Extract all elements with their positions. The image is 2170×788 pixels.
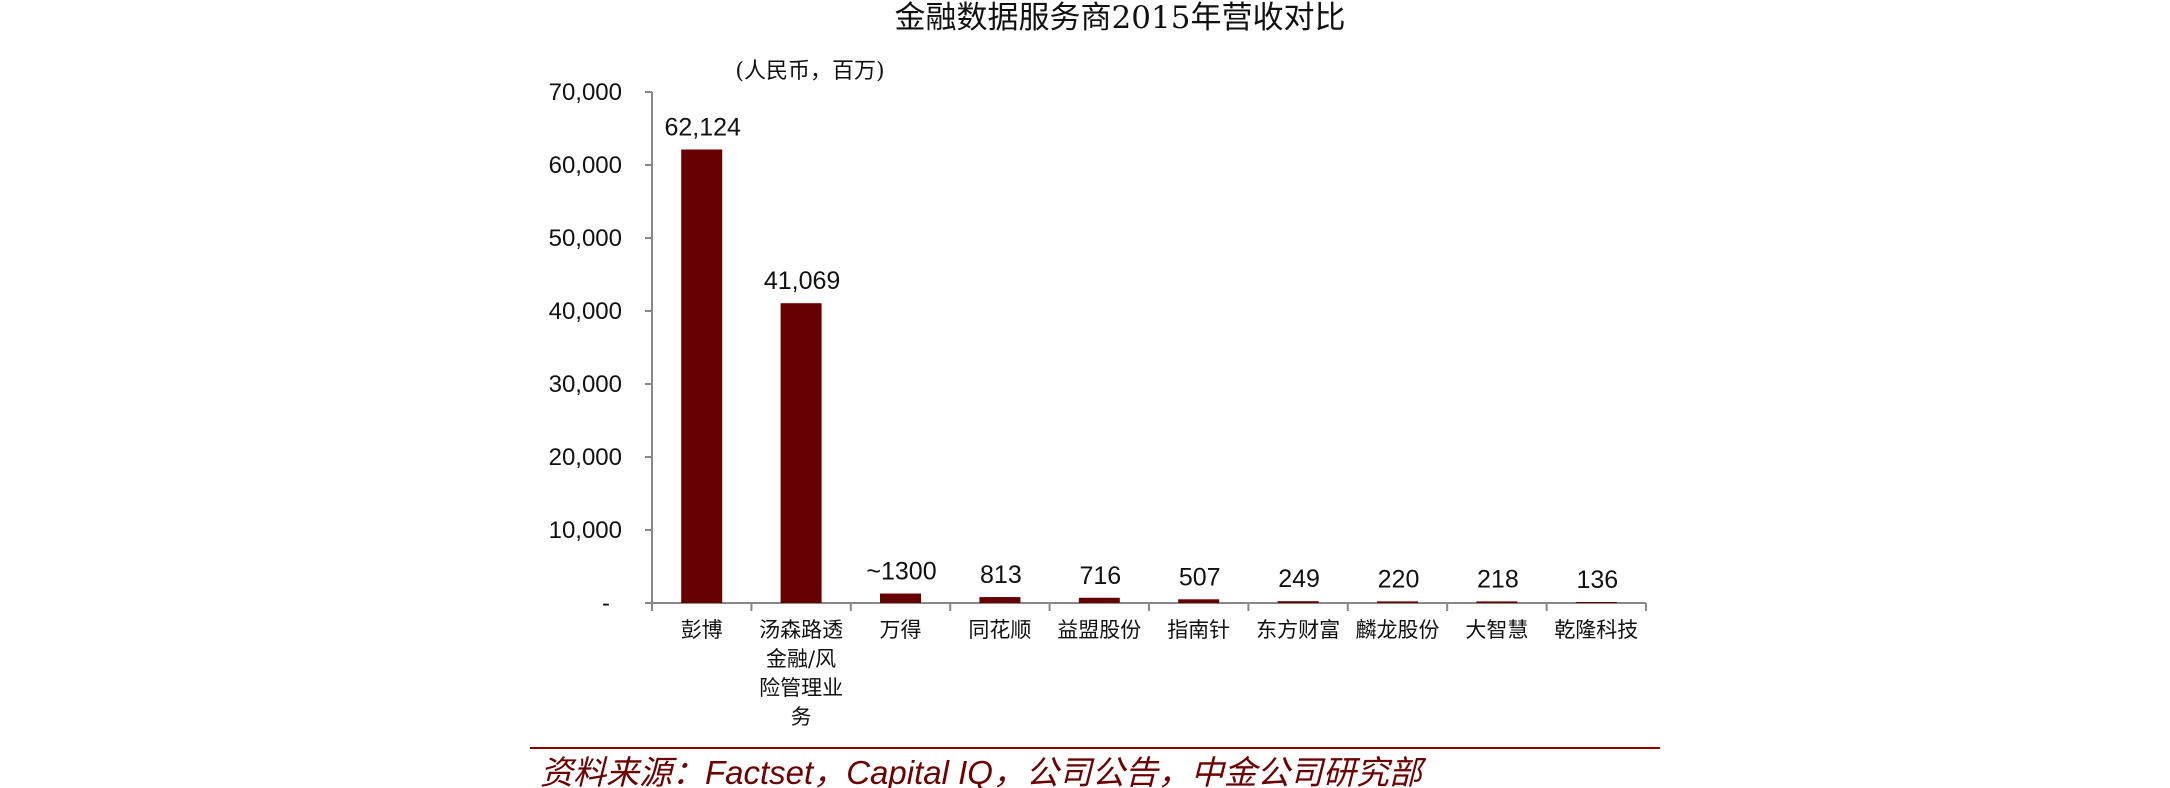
chart-title: 金融数据服务商2015年营收对比 [895,0,1346,36]
x-tick-label: 险管理业 [759,676,843,700]
plot-area: - 10,000 20,000 30,000 40,000 50,000 60,000 70,… [549,79,1647,729]
data-label: 813 [980,561,1022,589]
x-tick-label: 金融/风 [766,647,836,671]
bar [1377,601,1418,603]
y-tick-label: 40,000 [549,298,622,325]
unit-label: (人民币，百万) [735,59,884,84]
bar [1178,599,1220,603]
bar [979,597,1021,603]
x-tick-label: 乾隆科技 [1554,618,1638,642]
y-tick-label: - [602,590,610,617]
data-label: 249 [1278,565,1320,593]
y-tick-label: 50,000 [549,225,622,252]
y-tick-label: 30,000 [549,371,622,398]
bar [681,149,723,603]
x-tick-label: 益盟股份 [1057,618,1141,642]
data-label: ~1300 [866,558,936,586]
data-label: 507 [1179,563,1221,591]
bar [780,303,822,603]
x-tick-label: 同花顺 [968,618,1031,642]
x-tick-label: 指南针 [1167,618,1230,642]
bar [1078,597,1120,603]
data-label: 716 [1079,562,1121,590]
source-note: 资料来源：Factset，Capital IQ，公司公告，中金公司研究部 [540,754,1427,788]
x-tick-label: 东方财富 [1256,618,1340,642]
data-label: 62,124 [664,113,741,141]
y-tick-label: 20,000 [549,444,622,471]
data-label: 218 [1477,565,1519,593]
y-tick-label: 70,000 [549,79,622,106]
x-tick-label: 万得 [880,618,922,642]
data-label: 41,069 [764,267,840,295]
y-tick-label: 10,000 [549,517,622,544]
bar [880,593,921,603]
x-tick-label: 务 [791,705,812,729]
bar [1476,601,1518,603]
data-label: 136 [1576,566,1618,594]
y-tick-label: 60,000 [549,152,622,179]
bar [1277,601,1319,603]
x-tick-label: 汤森路透 [759,618,843,642]
x-tick-label: 大智慧 [1465,618,1528,642]
x-tick-label: 麟龙股份 [1356,618,1440,642]
data-label: 220 [1378,565,1420,593]
bar [1575,602,1617,603]
x-tick-label: 彭博 [681,618,723,642]
